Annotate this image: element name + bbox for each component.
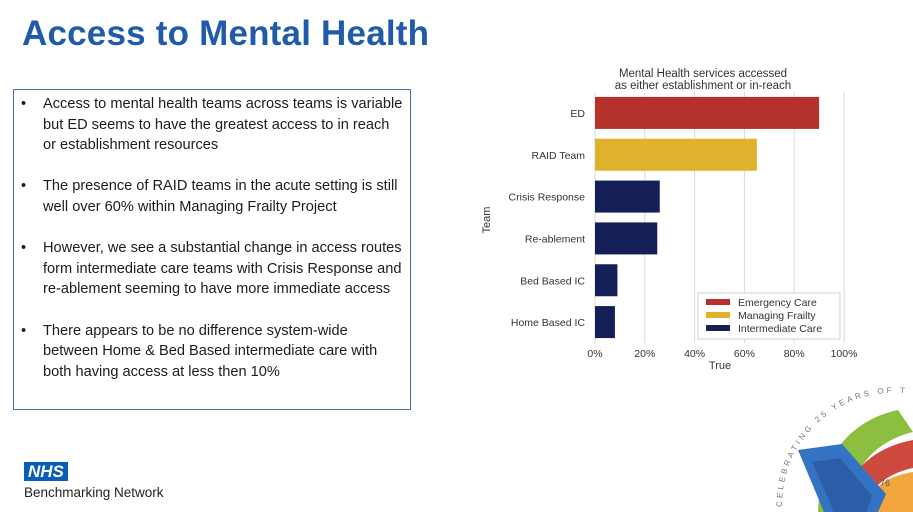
- chart-bar: [595, 222, 658, 255]
- chart-title-line-2: as either establishment or in-reach: [615, 80, 791, 92]
- legend-label: Intermediate Care: [738, 323, 822, 335]
- chart-title-line-1: Mental Health services accessed: [619, 68, 787, 80]
- bullet-item: Access to mental health teams across tea…: [20, 94, 404, 156]
- chart-bar: [595, 96, 820, 129]
- chart-category-label: Re-ablement: [525, 233, 585, 245]
- bullet-list: Access to mental health teams across tea…: [20, 94, 404, 382]
- bullet-item: There appears to be no difference system…: [20, 321, 404, 383]
- chart-bars: [595, 96, 820, 339]
- chart-bar: [595, 138, 757, 171]
- chart-category-label: Home Based IC: [511, 317, 586, 329]
- legend-swatch: [706, 299, 730, 305]
- chart-gridlines: [594, 92, 845, 343]
- legend-swatch: [706, 325, 730, 331]
- chart-category-label: Bed Based IC: [520, 275, 585, 287]
- nhs-logo-icon: NHS: [24, 462, 68, 481]
- page-title: Access to Mental Health: [22, 14, 430, 53]
- chart-x-tick-label: 100%: [831, 348, 858, 360]
- chart-bar: [595, 180, 660, 213]
- chart-bar: [595, 264, 618, 297]
- bullet-item: The presence of RAID teams in the acute …: [20, 176, 404, 217]
- chart-x-tick-label: 80%: [784, 348, 805, 360]
- page-number: 76: [880, 478, 890, 488]
- legend-swatch: [706, 312, 730, 318]
- chart-bar: [595, 306, 615, 339]
- mental-health-bar-chart: Mental Health services accessed as eithe…: [481, 68, 857, 372]
- chart-x-tick-label: 40%: [684, 348, 705, 360]
- nhs-benchmarking-logo: NHS Benchmarking Network: [24, 462, 164, 500]
- chart-x-tick-label: 0%: [587, 348, 602, 360]
- chart-x-axis-label: True: [709, 360, 731, 372]
- celebrating-25-years-network-emblem-icon: CELEBRATING 25 YEARS OF THE NETWORK 76: [760, 372, 913, 512]
- legend-label: Emergency Care: [738, 297, 817, 309]
- chart-category-label: Crisis Response: [509, 192, 586, 204]
- chart-category-label: ED: [570, 108, 585, 120]
- chart-x-tick-label: 60%: [734, 348, 755, 360]
- chart-category-label: RAID Team: [532, 150, 586, 162]
- legend-label: Managing Frailty: [738, 310, 816, 322]
- chart-category-labels: ED RAID Team Crisis Response Re-ablement Bed…: [509, 108, 586, 329]
- bullet-text-box: Access to mental health teams across tea…: [13, 89, 411, 410]
- logo-text: Benchmarking Network: [24, 485, 164, 500]
- bullet-item: However, we see a substantial change in …: [20, 238, 404, 300]
- chart-x-tick-labels: 0% 20% 40% 60% 80% 100%: [587, 348, 857, 360]
- chart-x-tick-label: 20%: [634, 348, 655, 360]
- chart-y-axis-label: Team: [481, 207, 493, 234]
